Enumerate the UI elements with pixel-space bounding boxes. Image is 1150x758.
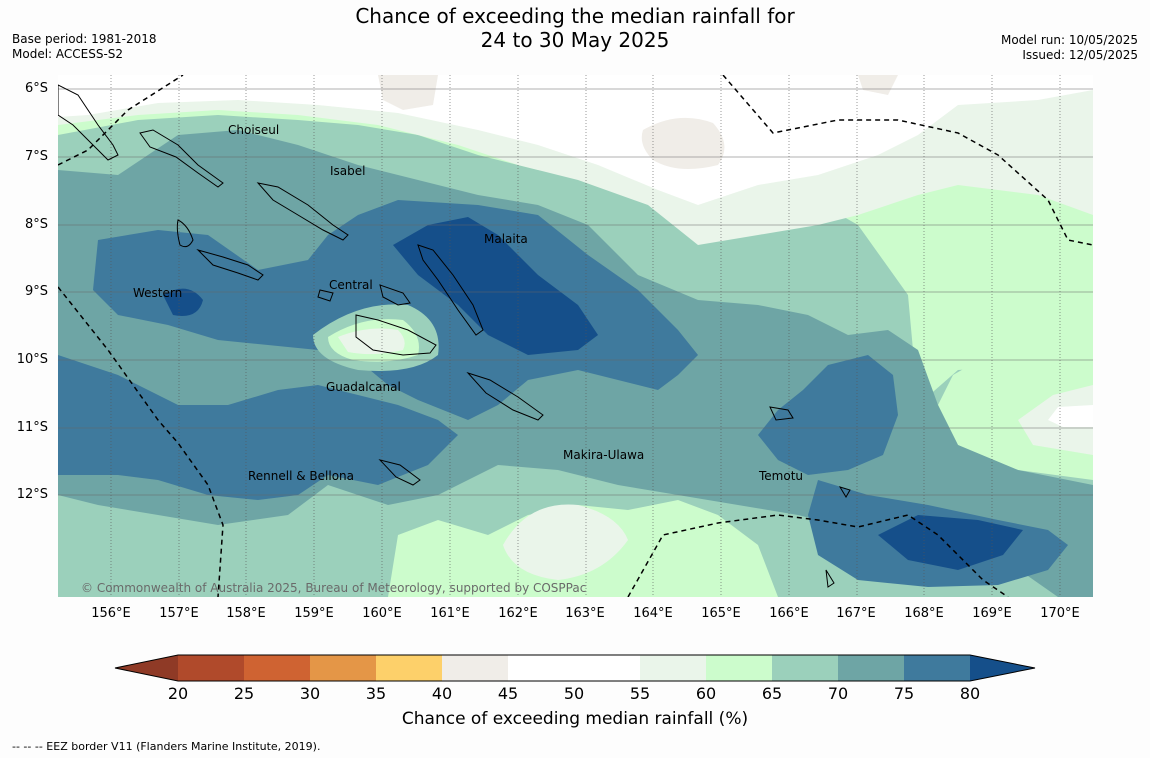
- lon-label-162e: 162°E: [498, 606, 538, 621]
- colorbar-tick-20: 20: [167, 684, 189, 703]
- lat-label-11s: 11°S: [16, 420, 48, 435]
- colorbar-50-55: [574, 655, 640, 681]
- lon-label-167e: 167°E: [836, 606, 876, 621]
- colorbar-75-80: [904, 655, 970, 681]
- map-title-line2: 24 to 30 May 2025: [480, 28, 670, 52]
- colorbar-above80: [970, 655, 1035, 681]
- colorbar-tick-35: 35: [365, 684, 387, 703]
- band-above80-southeast: [878, 515, 1023, 570]
- rainfall-map: Choiseul Isabel Malaita Western Central …: [58, 75, 1093, 597]
- lon-label-164e: 164°E: [633, 606, 673, 621]
- band-above80-malaita: [393, 217, 598, 355]
- colorbar-30-35: [310, 655, 376, 681]
- colorbar-tick-45: 45: [497, 684, 519, 703]
- colorbar-tick-25: 25: [233, 684, 255, 703]
- label-choiseul: Choiseul: [228, 123, 279, 137]
- band-40-45-patch-c: [858, 75, 898, 95]
- colorbar-20-25: [178, 655, 244, 681]
- lat-label-10s: 10°S: [16, 352, 48, 367]
- lon-label-159e: 159°E: [294, 606, 334, 621]
- label-western: Western: [133, 286, 182, 300]
- colorbar-tick-40: 40: [431, 684, 453, 703]
- label-malaita: Malaita: [484, 232, 528, 246]
- model-text: Model: ACCESS-S2: [12, 47, 124, 61]
- colorbar-40-45: [442, 655, 508, 681]
- lon-label-156e: 156°E: [91, 606, 131, 621]
- lon-label-168e: 168°E: [904, 606, 944, 621]
- map-copyright: © Commonwealth of Australia 2025, Bureau…: [81, 581, 586, 595]
- colorbar-tick-80: 80: [959, 684, 981, 703]
- colorbar-45-50: [508, 655, 574, 681]
- colorbar-tick-30: 30: [299, 684, 321, 703]
- map-graticule: [110, 75, 1061, 597]
- band-above80-western: [163, 288, 203, 316]
- colorbar-outline: [114, 654, 1036, 682]
- lon-label-170e: 170°E: [1040, 606, 1080, 621]
- lon-label-165e: 165°E: [701, 606, 741, 621]
- colorbar-60-65: [706, 655, 772, 681]
- lon-label-160e: 160°E: [362, 606, 402, 621]
- lon-label-158e: 158°E: [226, 606, 266, 621]
- colorbar-tick-50: 50: [563, 684, 585, 703]
- label-isabel: Isabel: [330, 164, 365, 178]
- label-rennell-bellona: Rennell & Bellona: [248, 469, 354, 483]
- base-period-text: Base period: 1981-2018: [12, 32, 157, 46]
- colorbar-65-70: [772, 655, 838, 681]
- colorbar-tick-75: 75: [893, 684, 915, 703]
- lon-label-163e: 163°E: [565, 606, 605, 621]
- colorbar-35-40: [376, 655, 442, 681]
- eez-border: [58, 75, 1093, 597]
- colorbar: [114, 654, 1036, 682]
- label-central: Central: [329, 278, 373, 292]
- band-75-80-west: [58, 355, 458, 500]
- colorbar-70-75: [838, 655, 904, 681]
- lon-label-166e: 166°E: [769, 606, 809, 621]
- band-40-45-patch-b: [641, 117, 725, 169]
- colorbar-25-30: [244, 655, 310, 681]
- lat-label-9s: 9°S: [24, 284, 48, 299]
- lon-label-169e: 169°E: [972, 606, 1012, 621]
- band-40-45-patch-a: [378, 75, 438, 110]
- band-75-80-temotu: [758, 355, 898, 475]
- colorbar-tick-60: 60: [695, 684, 717, 703]
- lat-label-8s: 8°S: [24, 217, 48, 232]
- colorbar-tick-70: 70: [827, 684, 849, 703]
- map-title-line1: Chance of exceeding the median rainfall …: [355, 4, 795, 28]
- lat-label-6s: 6°S: [24, 81, 48, 96]
- lon-label-157e: 157°E: [159, 606, 199, 621]
- band-55-60-ring: [338, 328, 405, 355]
- band-55-60-south: [503, 504, 628, 580]
- map-latitude-lines: [58, 88, 1093, 496]
- colorbar-below20: [115, 655, 178, 681]
- issued-text: Issued: 12/05/2025: [1022, 48, 1138, 62]
- colorbar-tick-55: 55: [629, 684, 651, 703]
- eez-footnote: -- -- -- EEZ border V11 (Flanders Marine…: [12, 740, 321, 753]
- band-45-55-north: [58, 75, 1093, 205]
- coastlines: [58, 84, 851, 588]
- band-45-55-east: [1048, 405, 1093, 427]
- label-guadalcanal: Guadalcanal: [326, 380, 401, 394]
- lat-label-7s: 7°S: [24, 149, 48, 164]
- label-makira-ulawa: Makira-Ulawa: [563, 448, 644, 462]
- label-temotu: Temotu: [758, 469, 803, 483]
- colorbar-title: Chance of exceeding median rainfall (%): [401, 709, 749, 729]
- lat-label-12s: 12°S: [16, 487, 48, 502]
- model-run-text: Model run: 10/05/2025: [1000, 33, 1138, 47]
- lon-label-161e: 161°E: [430, 606, 470, 621]
- colorbar-tick-65: 65: [761, 684, 783, 703]
- colorbar-55-60: [640, 655, 706, 681]
